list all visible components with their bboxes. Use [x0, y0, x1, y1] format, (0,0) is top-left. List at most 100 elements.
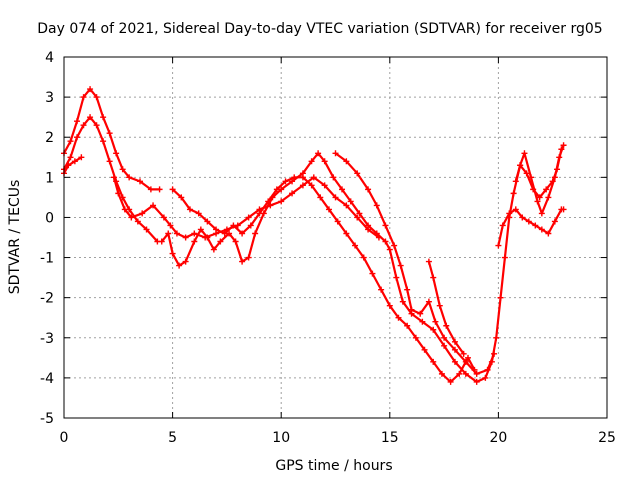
data-point — [517, 162, 524, 169]
data-point — [519, 214, 526, 221]
data-point — [404, 286, 411, 293]
data-point — [443, 322, 450, 329]
data-point — [321, 182, 328, 189]
data-point — [543, 186, 550, 193]
data-point — [393, 274, 400, 281]
x-tick-label: 5 — [168, 430, 177, 446]
data-point — [134, 218, 141, 225]
series-line — [427, 260, 465, 355]
y-tick-label: 1 — [45, 170, 54, 186]
data-point — [512, 178, 519, 185]
data-point — [369, 270, 376, 277]
data-point — [464, 354, 471, 361]
series-track-a — [61, 86, 163, 193]
data-point — [100, 138, 107, 145]
data-point — [87, 114, 94, 121]
data-point — [67, 138, 74, 145]
data-point — [230, 222, 237, 229]
data-point — [232, 238, 239, 245]
data-point — [510, 190, 517, 197]
data-point — [239, 258, 246, 265]
data-point — [126, 174, 133, 181]
data-point — [93, 122, 100, 129]
data-point — [532, 222, 539, 229]
data-point — [534, 198, 541, 205]
data-point — [425, 258, 432, 265]
data-point — [67, 154, 74, 161]
data-point — [497, 294, 504, 301]
data-point — [119, 166, 126, 173]
data-point — [167, 222, 174, 229]
data-point — [354, 214, 361, 221]
data-point — [299, 174, 306, 181]
data-point — [182, 258, 189, 265]
data-point — [382, 222, 389, 229]
data-point — [330, 174, 337, 181]
series-track-i — [495, 206, 567, 249]
data-point — [80, 122, 87, 129]
y-tick-label: -1 — [40, 251, 54, 267]
data-point — [106, 158, 113, 165]
data-point — [343, 158, 350, 165]
data-point — [291, 174, 298, 181]
data-point — [499, 222, 506, 229]
data-point — [256, 210, 263, 217]
data-point — [110, 174, 117, 181]
data-point — [441, 342, 448, 349]
data-point — [106, 130, 113, 137]
tick-labels: 0 5 10 15 20 25 -5 -4 -3 -2 -1 0 1 2 3 4 — [40, 50, 616, 446]
data-point — [299, 182, 306, 189]
data-point — [65, 162, 72, 169]
x-tick-label: 25 — [598, 430, 616, 446]
data-series — [61, 86, 567, 385]
data-point — [139, 210, 146, 217]
data-point — [332, 150, 339, 157]
data-point — [538, 210, 545, 217]
data-point — [473, 370, 480, 377]
x-tick-label: 20 — [489, 430, 507, 446]
series-line — [497, 208, 565, 247]
data-point — [554, 166, 561, 173]
data-point — [447, 378, 454, 385]
data-point — [87, 86, 94, 93]
data-point — [536, 194, 543, 201]
data-point — [501, 254, 508, 261]
series-track-f — [169, 174, 478, 385]
series-track-j — [512, 146, 565, 201]
data-point — [74, 118, 81, 125]
x-tick-label: 10 — [272, 430, 290, 446]
data-point — [462, 370, 469, 377]
data-point — [421, 346, 428, 353]
y-tick-label: 2 — [45, 130, 54, 146]
data-point — [436, 302, 443, 309]
plot-frame — [63, 56, 608, 419]
data-point — [265, 198, 272, 205]
data-point — [308, 182, 315, 189]
data-point — [354, 170, 361, 177]
data-point — [521, 150, 528, 157]
data-point — [191, 238, 198, 245]
data-point — [197, 226, 204, 233]
data-point — [360, 254, 367, 261]
data-point — [473, 378, 480, 385]
data-point — [195, 210, 202, 217]
data-point — [399, 298, 406, 305]
data-point — [451, 346, 458, 353]
data-point — [373, 230, 380, 237]
data-point — [245, 254, 252, 261]
data-point — [308, 158, 315, 165]
y-tick-label: 0 — [45, 210, 54, 226]
data-point — [100, 114, 107, 121]
data-point — [325, 206, 332, 213]
data-point — [150, 202, 157, 209]
data-point — [397, 262, 404, 269]
x-tick-label: 15 — [381, 430, 399, 446]
data-point — [412, 334, 419, 341]
y-axis-label: SDTVAR / TECUs — [7, 180, 23, 295]
data-point — [551, 218, 558, 225]
data-point — [339, 186, 346, 193]
data-point — [386, 302, 393, 309]
data-point — [525, 218, 532, 225]
data-point — [386, 246, 393, 253]
